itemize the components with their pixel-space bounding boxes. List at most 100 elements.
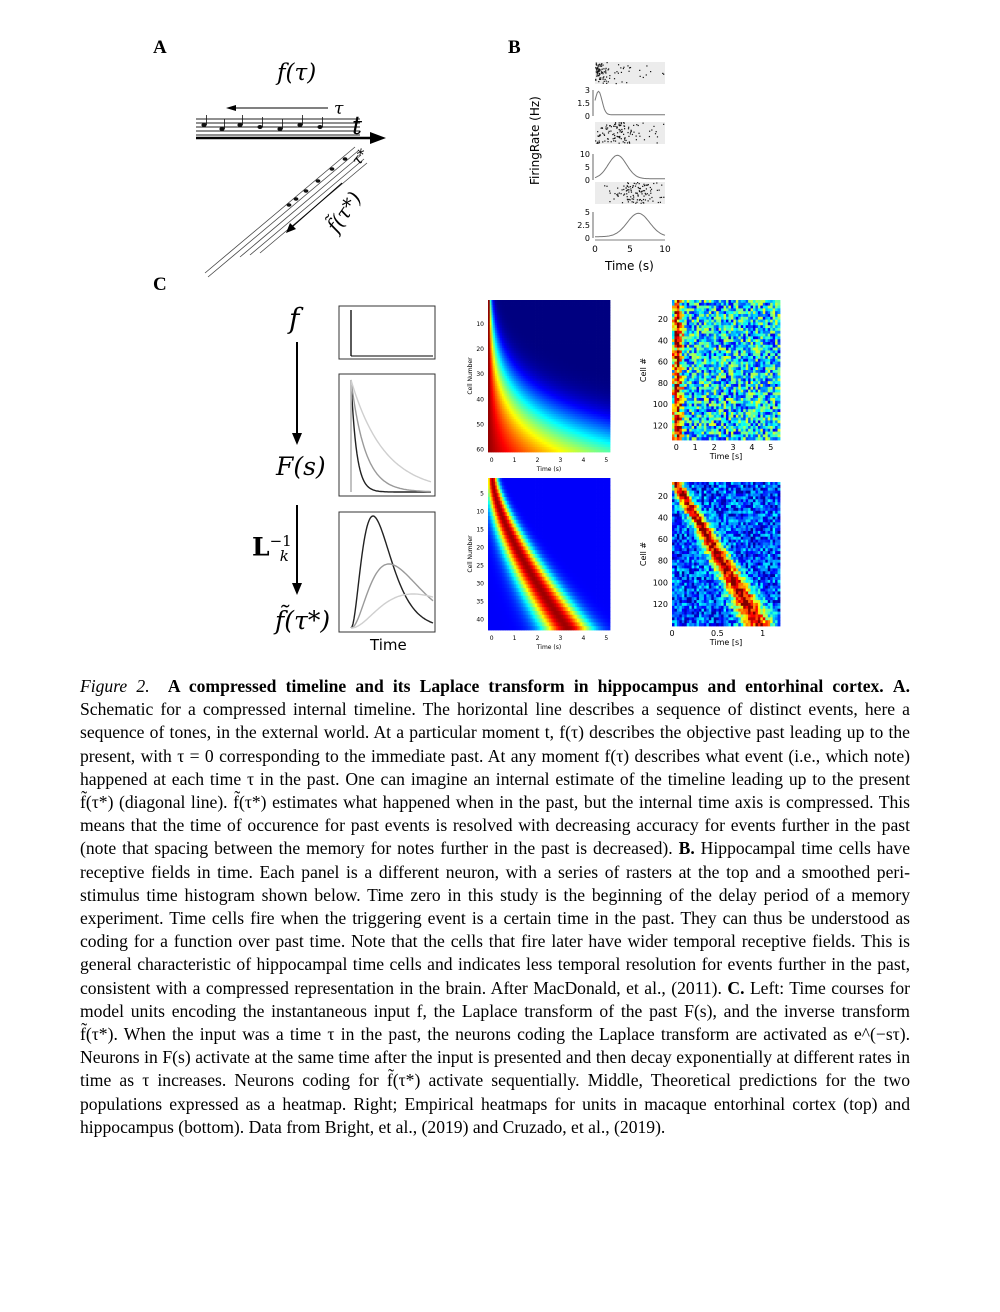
raster-tick <box>637 195 639 197</box>
raster-tick <box>595 67 597 69</box>
heatmap-cell <box>578 386 581 390</box>
heatmap-cell <box>543 403 546 407</box>
heatmap-cell <box>493 327 496 331</box>
heatmap-cell <box>505 416 508 420</box>
heatmap-cell <box>496 419 499 422</box>
heatmap-cell <box>519 429 522 433</box>
heatmap-cell <box>519 353 522 357</box>
heatmap-cell <box>566 348 569 352</box>
heatmap-cell <box>505 485 508 490</box>
heatmap-cell <box>603 315 606 319</box>
heatmap-cell <box>604 353 607 357</box>
heatmap-cell <box>561 421 564 425</box>
raster-tick <box>610 130 612 132</box>
heatmap-cell <box>590 401 593 405</box>
heatmap-cell <box>603 396 606 400</box>
heatmap-cell <box>573 391 576 395</box>
heatmap-cell <box>500 327 503 331</box>
heatmap-cell <box>510 386 513 390</box>
heatmap-cell <box>542 446 545 450</box>
heatmap-cell <box>576 330 580 334</box>
heatmap-cell <box>576 300 580 303</box>
heatmap-cell <box>538 426 541 430</box>
heatmap-cell <box>545 396 548 400</box>
heatmap-cell <box>575 449 578 453</box>
heatmap-cell <box>547 383 550 387</box>
heatmap-cell <box>562 338 566 341</box>
heatmap-cell <box>561 353 564 357</box>
heatmap-cell <box>569 310 573 314</box>
heatmap-cell <box>522 406 525 410</box>
heatmap-cell <box>498 414 501 417</box>
heatmap-cell <box>542 340 545 344</box>
heatmap-cell <box>552 317 555 321</box>
heatmap-cell <box>498 406 501 410</box>
heatmap-cell <box>519 446 522 450</box>
heatmap-cell <box>508 436 512 440</box>
heatmap-cell <box>515 305 519 308</box>
heatmap-cell <box>596 355 599 359</box>
heatmap-cell <box>517 335 520 339</box>
heatmap-cell <box>498 338 501 341</box>
heatmap-cell <box>508 419 512 422</box>
heatmap-cell <box>596 307 599 311</box>
heatmap-cell <box>568 332 571 336</box>
heatmap-cell <box>547 497 550 502</box>
heatmap-cell <box>517 388 520 392</box>
raster-tick <box>603 68 605 70</box>
heatmap-cell <box>573 350 576 354</box>
heatmap-cell <box>576 386 580 390</box>
heatmap-cell <box>517 373 520 377</box>
heatmap-cell <box>583 325 586 329</box>
heatmap-cell <box>524 381 527 384</box>
heatmap-cell <box>512 429 515 433</box>
heatmap-cell <box>582 419 585 422</box>
heatmap-cell <box>510 431 513 435</box>
heatmap-cell <box>524 431 527 435</box>
heatmap-cell <box>557 411 560 415</box>
raster-tick <box>602 132 604 134</box>
heatmap-cell <box>580 338 583 341</box>
heatmap-cell <box>526 431 529 435</box>
raster-tick <box>627 199 629 201</box>
heatmap-cell <box>555 330 559 334</box>
heatmap-cell <box>606 376 609 379</box>
heatmap-cell <box>488 310 491 314</box>
heatmap-cell <box>608 325 611 329</box>
heatmap-cell <box>538 322 541 326</box>
heatmap-cell <box>535 426 538 430</box>
heatmap-cell <box>521 436 524 440</box>
heatmap-cell <box>494 436 498 440</box>
heatmap-cell <box>582 343 585 346</box>
heatmap-cell <box>514 396 517 400</box>
heatmap-cell <box>575 388 578 392</box>
heatmap-cell <box>503 493 506 498</box>
heatmap-cell <box>533 340 536 344</box>
heatmap-cell <box>529 481 532 486</box>
heatmap-cell <box>491 416 494 420</box>
heatmap-cell <box>559 365 562 369</box>
heatmap-cell <box>505 370 508 374</box>
heatmap-cell <box>604 365 607 369</box>
raster-tick <box>639 188 641 190</box>
heatmap-cell <box>510 330 513 334</box>
heatmap-cell <box>597 434 600 438</box>
heatmap-cell <box>547 370 550 374</box>
heatmap-cell <box>568 449 571 453</box>
heatmap-cell <box>529 300 532 303</box>
heatmap-cell <box>571 327 574 331</box>
heatmap-cell <box>519 376 522 379</box>
heatmap-cell <box>540 322 543 326</box>
heatmap-cell <box>526 310 529 314</box>
heatmap-cell <box>529 411 532 415</box>
heatmap-cell <box>587 305 590 308</box>
raster-tick <box>662 72 664 75</box>
heatmap-cell <box>587 340 590 344</box>
raster-tick <box>635 139 637 141</box>
heatmap-cell <box>529 343 532 346</box>
heatmap-cell <box>596 315 599 319</box>
heatmap-cell <box>531 411 534 415</box>
heatmap-cell <box>489 355 492 359</box>
heatmap-cell <box>606 426 609 430</box>
heatmap-cell <box>597 335 600 339</box>
